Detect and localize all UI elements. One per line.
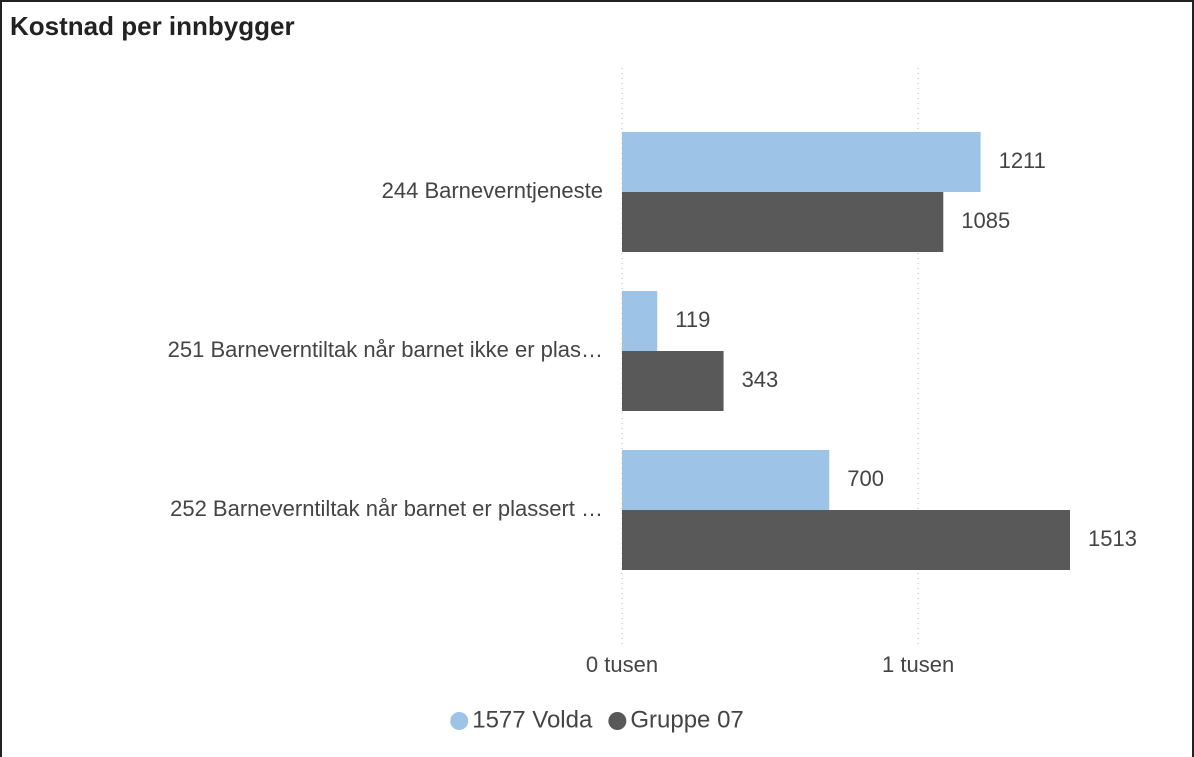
data-label: 1085 — [961, 208, 1010, 233]
bar — [622, 351, 724, 411]
data-label: 700 — [847, 466, 884, 491]
legend-marker — [450, 712, 469, 730]
legend-label: 1577 Volda — [472, 706, 593, 733]
y-tick-label: 252 Barneverntiltak når barnet er plasse… — [170, 496, 603, 521]
data-label: 119 — [675, 307, 710, 332]
data-label: 343 — [742, 367, 779, 392]
bar — [622, 450, 830, 510]
bar — [622, 291, 658, 351]
x-tick-label: 0 tusen — [586, 652, 658, 677]
bar — [622, 132, 981, 192]
y-tick-label: 251 Barneverntiltak når barnet ikke er p… — [168, 337, 603, 362]
y-tick-label: 244 Barneverntjeneste — [382, 178, 603, 203]
chart-title: Kostnad per innbygger — [10, 11, 295, 41]
data-label: 1513 — [1088, 526, 1137, 551]
legend-label: Gruppe 07 — [630, 706, 743, 733]
x-tick-label: 1 tusen — [882, 652, 954, 677]
bar — [622, 510, 1071, 570]
legend-marker — [608, 712, 627, 730]
data-label: 1211 — [999, 148, 1046, 173]
bar — [622, 192, 944, 252]
